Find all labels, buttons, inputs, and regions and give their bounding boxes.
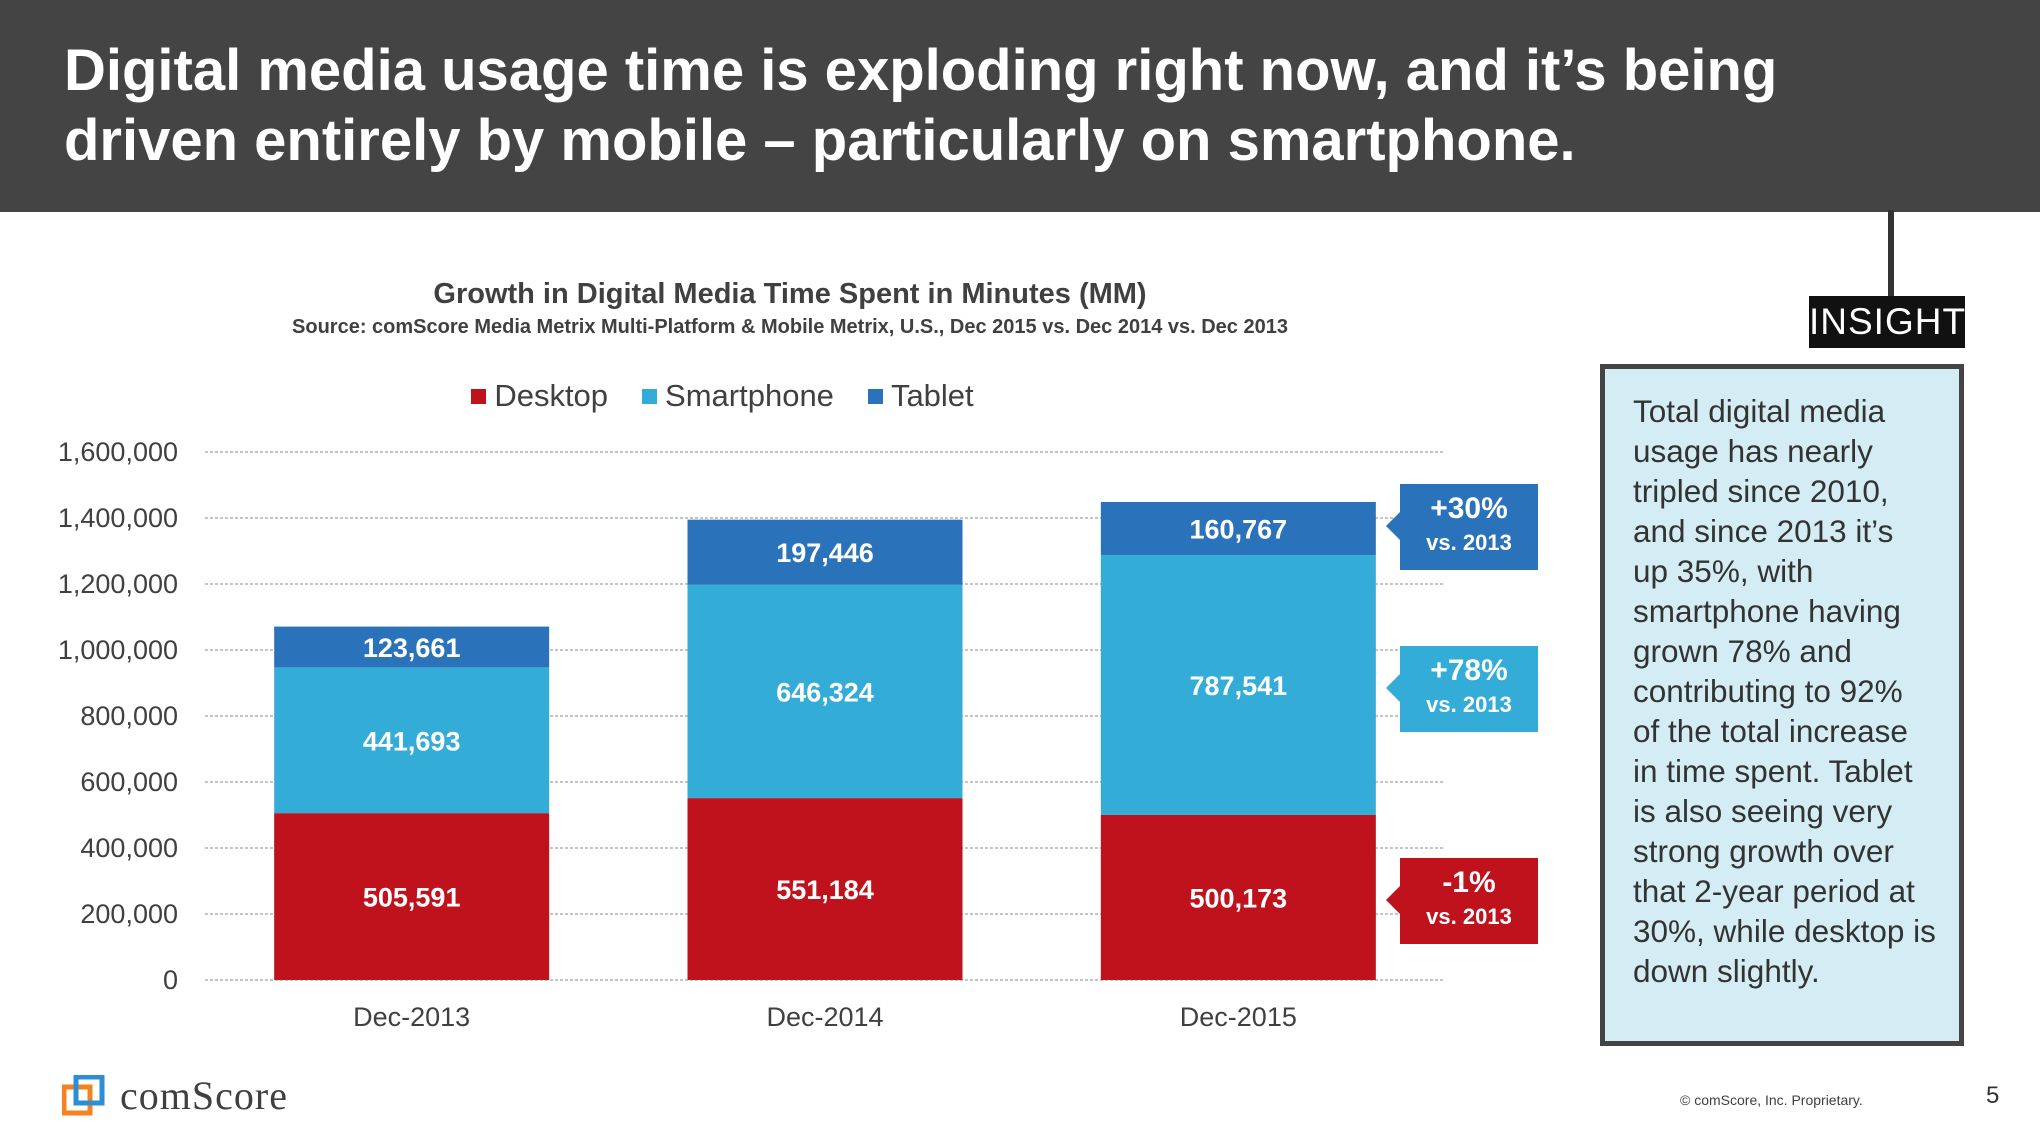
y-tick-label: 1,200,000 [58,569,178,599]
stacked-bar-chart: 0 200,000 400,000 600,000 800,000 1,000,000 1,… [58,437,1445,1032]
chart-subtitle: Source: comScore Media Metrix Multi-Plat… [292,316,1288,338]
callout-vs: vs. 2013 [1426,692,1512,717]
tablet-growth-callout: +30% vs. 2013 [1386,484,1538,570]
header-bar: Digital media usage time is exploding ri… [0,0,2040,212]
page-number: 5 [1986,1082,2000,1109]
bar-desktop [274,813,550,980]
comscore-logo: comScore [62,1072,288,1119]
y-tick-label: 800,000 [80,701,178,731]
y-tick-label: 1,600,000 [58,437,178,467]
y-tick-label: 600,000 [80,767,178,797]
bar-smartphone [687,584,963,799]
callout-pct: +30% [1430,492,1508,525]
chart-title: Growth in Digital Media Time Spent in Mi… [433,278,1147,310]
y-tick-label: 1,000,000 [58,635,178,665]
callout-pct: -1% [1442,866,1496,899]
x-tick-label: Dec-2014 [766,1002,883,1032]
logo-wordmark: comScore [120,1073,288,1118]
legend-item-tablet: Tablet [867,378,974,414]
data-label-smartphone: 787,541 [1190,671,1288,701]
insight-box: Total digital media usage has nearly tri… [1600,364,1964,1046]
legend-label-tablet: Tablet [890,378,974,413]
legend-swatch-tablet [867,388,883,404]
data-label-desktop: 500,173 [1190,883,1288,913]
insight-text: Total digital media usage has nearly tri… [1633,393,1936,989]
data-label-tablet: 160,767 [1190,515,1288,545]
legend-item-smartphone: Smartphone [642,378,834,414]
callout-pct: +78% [1430,654,1508,687]
smartphone-growth-callout: +78% vs. 2013 [1386,646,1538,732]
copyright-notice: © comScore, Inc. Proprietary. [1680,1092,1863,1108]
comscore-logo-icon [62,1074,105,1115]
bar-smartphone [274,667,550,814]
y-tick-label: 200,000 [80,899,178,929]
legend-swatch-smartphone [642,388,658,404]
chart-legend: Desktop Smartphone Tablet [0,378,1445,414]
bar-desktop [1100,814,1376,980]
y-tick-label: 0 [163,965,178,995]
legend-item-desktop: Desktop [471,378,608,414]
bar-smartphone [1100,555,1376,815]
y-tick-label: 400,000 [80,833,178,863]
data-label-tablet: 197,446 [776,538,874,568]
data-label-smartphone: 646,324 [776,677,874,707]
data-label-desktop: 505,591 [363,883,461,913]
data-label-tablet: 123,661 [363,633,461,663]
callout-vs: vs. 2013 [1426,904,1512,929]
bar-tablet [274,626,550,668]
callout-vs: vs. 2013 [1426,530,1512,555]
data-label-desktop: 551,184 [776,875,874,905]
x-tick-label: Dec-2015 [1180,1002,1297,1032]
y-tick-label: 1,400,000 [58,503,178,533]
legend-label-desktop: Desktop [494,378,609,413]
x-tick-label: Dec-2013 [353,1002,470,1032]
data-label-smartphone: 441,693 [363,726,461,756]
bar-tablet [687,519,963,585]
insight-tag: INSIGHT [1809,296,1965,348]
desktop-growth-callout: -1% vs. 2013 [1386,858,1538,944]
bar-desktop [687,798,963,980]
insight-connector-line [1888,210,1894,306]
page-title: Digital media usage time is exploding ri… [64,38,1778,173]
legend-swatch-desktop [471,388,487,404]
legend-label-smartphone: Smartphone [665,378,834,413]
bar-tablet [1100,502,1376,556]
